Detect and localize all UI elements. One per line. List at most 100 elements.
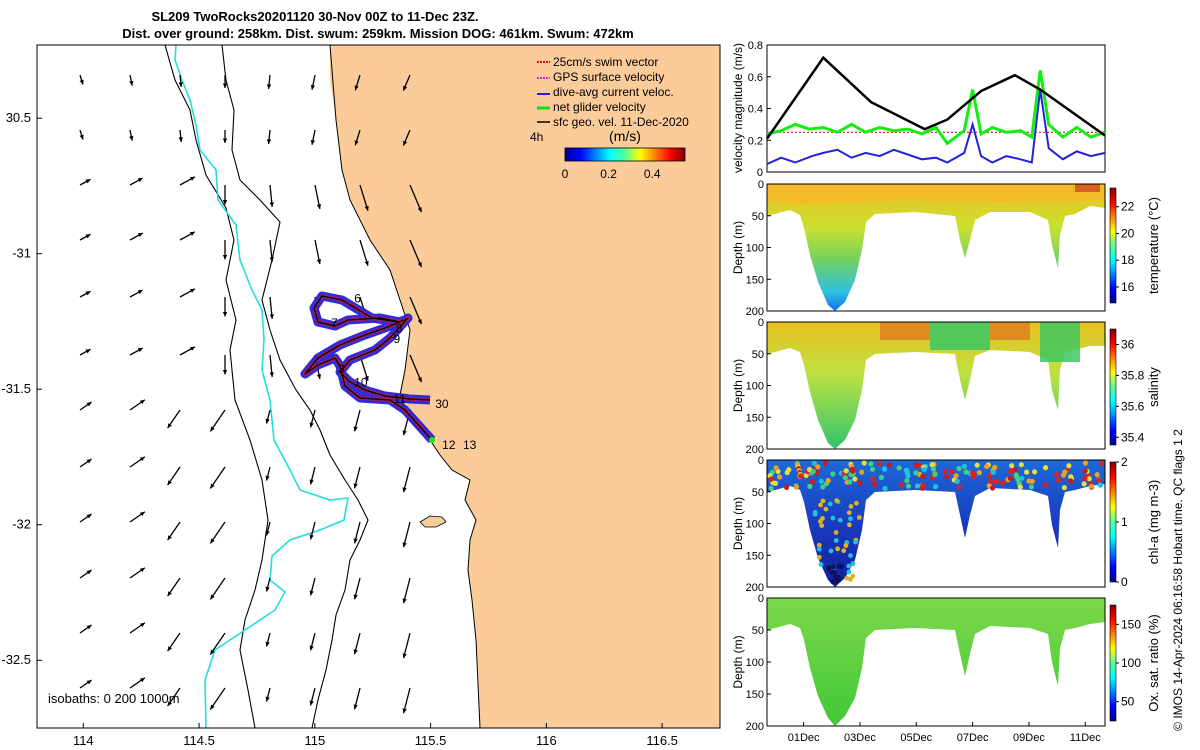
- chl-sample: [1000, 480, 1006, 486]
- section-axis-group: 0 50 100 150 200 Depth (m) 50 100 150 Ox. sat. ra…: [731, 593, 1161, 733]
- map-xtick-label: 114.5: [183, 733, 215, 748]
- velocity-arrow: [209, 521, 226, 544]
- velocity-arrow: [79, 233, 91, 241]
- chl-sample: [818, 562, 824, 567]
- map-frame: [36, 44, 721, 729]
- colorbar-tick-label: 100: [1121, 656, 1141, 670]
- colorbar-tick-label: 0: [562, 167, 569, 181]
- chl-sample: [1082, 468, 1088, 474]
- chl-sample: [971, 474, 977, 480]
- velocity-arrow: [359, 239, 369, 266]
- chl-sample: [1018, 462, 1024, 468]
- isobath-200m: [221, 45, 369, 728]
- legend-net: net glider velocity: [553, 100, 646, 114]
- section-colorbar: [1109, 187, 1117, 304]
- chl-sample: [811, 460, 818, 466]
- chl-sample: [1097, 482, 1103, 488]
- chl-sample: [899, 482, 905, 488]
- chl-sample: [974, 462, 980, 468]
- colorbar-tick-label: 20: [1121, 226, 1135, 240]
- velocity-arrow: [266, 74, 272, 89]
- track-day-label: 10: [354, 376, 368, 390]
- chl-sample: [886, 462, 892, 468]
- chl-sample: [777, 474, 783, 480]
- depth-tick-label: 200: [746, 444, 764, 456]
- velocity-arrow: [129, 677, 146, 689]
- chl-sample: [826, 565, 832, 572]
- velocity-arrow: [265, 521, 271, 536]
- colorbar-tick-label: 2: [1121, 455, 1128, 469]
- velocity-arrow: [129, 177, 144, 186]
- chl-sample: [830, 515, 836, 521]
- velocity-arrow: [309, 577, 316, 596]
- velocity-arrow: [167, 632, 181, 652]
- depth-tick-label: 200: [746, 721, 764, 733]
- velocity-arrow: [222, 130, 228, 143]
- map-x-ticks: 114 114.5 115 115.5 116 116.5: [73, 723, 678, 748]
- colorbar-tick-label: 36: [1121, 337, 1135, 351]
- copyright-note: © IMOS 14-Apr-2024 06:16:58 Hobart time.…: [1171, 429, 1185, 731]
- chl-sample: [954, 478, 960, 484]
- chl-sample: [878, 474, 885, 481]
- velocity-arrow: [79, 401, 92, 411]
- chl-sample: [810, 468, 816, 475]
- glider-end-marker: [429, 437, 435, 443]
- map-xtick-label: 114: [73, 733, 94, 748]
- map-xtick-label: 115.5: [415, 733, 447, 748]
- depth-tick-label: 0: [758, 179, 764, 191]
- chl-sample: [1017, 484, 1023, 490]
- chl-sample: [904, 478, 910, 484]
- chl-sample: [848, 516, 853, 522]
- map-colorbar: [564, 147, 686, 162]
- map-xtick-label: 116: [536, 733, 557, 748]
- depth-tick-label: 50: [752, 625, 764, 637]
- colorbar-tick-label: 18: [1121, 253, 1135, 267]
- velocity-arrow: [167, 521, 181, 541]
- velocity-arrow: [179, 231, 196, 241]
- track-day-label: 13: [463, 438, 477, 452]
- island: [419, 515, 447, 528]
- track-day-label: 30: [435, 397, 449, 411]
- chl-sample: [882, 485, 888, 491]
- day-labels: 6 7 89 3 10 11 30 12 13: [331, 291, 477, 451]
- colorbar-tick-label: 35.8: [1121, 368, 1145, 382]
- date-tick-label: 11Dec: [1070, 732, 1101, 744]
- velocity-arrow: [309, 409, 316, 428]
- salinity-salty-patch: [880, 322, 930, 340]
- velocity-arrow: [265, 687, 271, 702]
- velocity-arrow: [129, 74, 134, 86]
- velocity-arrow: [309, 521, 316, 540]
- velocity-arrow: [409, 239, 423, 268]
- chl-sample: [1061, 485, 1067, 491]
- chl-sample: [850, 468, 856, 474]
- velocity-arrow: [178, 129, 183, 143]
- title-line-1: SL209 TwoRocks20201120 30-Nov 00Z to 11-…: [151, 9, 478, 24]
- track-day-label: 7: [331, 316, 338, 330]
- colorbar-tick-label: 16: [1121, 280, 1135, 294]
- salinity-fresh-patch: [930, 322, 990, 350]
- velocity-arrow: [129, 511, 146, 523]
- depth-tick-label: 150: [746, 689, 764, 701]
- date-tick-label: 01Dec: [788, 732, 820, 744]
- depth-ylabel: Depth (m): [731, 221, 745, 274]
- velocity-axes: [766, 44, 1106, 173]
- colorbar-label: (m/s): [609, 128, 641, 144]
- velocity-arrow: [79, 74, 84, 85]
- chl-sample: [859, 469, 865, 475]
- chl-sample: [818, 502, 823, 508]
- chl-sample: [833, 538, 839, 543]
- chl-sample: [819, 523, 825, 528]
- chl-sample: [773, 465, 779, 471]
- colorbar-label: Ox. sat. ratio (%): [1146, 614, 1161, 712]
- chl-sample: [856, 515, 862, 520]
- velocity-arrow: [179, 176, 196, 186]
- velocity-ticks: 0 0.2 0.4 0.6 0.8: [748, 40, 771, 179]
- chl-sample: [963, 469, 969, 475]
- depth-tick-label: 100: [746, 519, 764, 531]
- colorbar-tick-label: 150: [1121, 617, 1141, 631]
- velocity-arrow: [167, 687, 181, 707]
- chl-sample: [992, 464, 998, 470]
- chl-sample: [988, 478, 994, 484]
- temperature-warm-surface: [767, 184, 1105, 204]
- chl-sample: [786, 467, 792, 473]
